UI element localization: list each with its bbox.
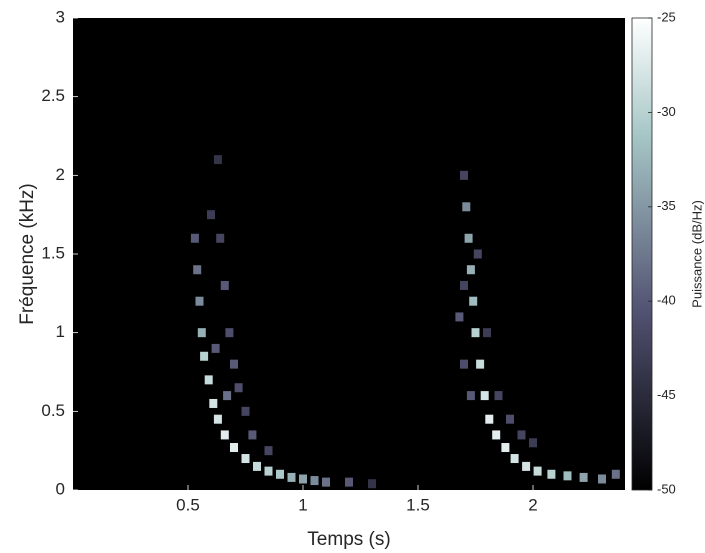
colorbar-tick-label: -35 xyxy=(657,198,676,213)
cell xyxy=(471,328,480,338)
cell xyxy=(464,233,473,243)
y-tick-label: 0 xyxy=(56,479,65,498)
colorbar-tick-label: -45 xyxy=(657,387,676,402)
cell xyxy=(345,477,353,487)
cell xyxy=(529,438,537,448)
y-tick-label: 3 xyxy=(56,7,65,26)
cell xyxy=(209,398,218,408)
y-tick-label: 2.5 xyxy=(41,86,65,105)
cell xyxy=(204,375,213,385)
x-tick-label: 1 xyxy=(298,495,307,514)
cell xyxy=(460,359,468,369)
cell xyxy=(462,202,471,212)
y-tick-label: 2 xyxy=(56,165,65,184)
cell xyxy=(241,454,250,464)
cell xyxy=(200,351,209,361)
cell xyxy=(563,471,572,481)
y-tick-label: 1 xyxy=(56,322,65,341)
cell xyxy=(485,414,494,424)
cell xyxy=(547,469,556,479)
cell xyxy=(220,280,229,290)
cell xyxy=(248,430,257,440)
cell xyxy=(460,170,468,180)
cell xyxy=(368,479,376,489)
colorbar-tick-label: -25 xyxy=(657,9,676,24)
y-axis-label: Fréquence (kHz) xyxy=(17,183,38,325)
cell xyxy=(611,469,620,479)
cell xyxy=(460,280,468,290)
x-tick-label: 2 xyxy=(528,495,537,514)
cell xyxy=(276,469,284,479)
plot-area xyxy=(73,18,625,490)
cell xyxy=(492,430,501,440)
cell xyxy=(466,265,475,275)
cell xyxy=(473,249,482,259)
cell xyxy=(213,414,222,424)
cell xyxy=(598,474,606,484)
colorbar-label: Puissance (dB/Hz) xyxy=(689,200,704,308)
cell xyxy=(193,265,202,275)
y-tick-label: 1.5 xyxy=(41,243,65,262)
cell xyxy=(501,443,510,453)
cell xyxy=(197,328,206,338)
cell xyxy=(522,461,531,471)
cell xyxy=(253,461,261,471)
colorbar xyxy=(631,17,653,491)
cell xyxy=(190,233,199,243)
cell xyxy=(483,328,491,338)
cell xyxy=(494,391,503,401)
cell xyxy=(517,430,526,440)
cell xyxy=(466,391,475,401)
cell xyxy=(195,296,204,306)
cell xyxy=(213,155,222,165)
cell xyxy=(287,472,296,482)
cell xyxy=(264,446,273,456)
cell xyxy=(510,454,519,464)
cell xyxy=(322,477,330,487)
cell xyxy=(310,476,319,486)
cell xyxy=(230,359,238,369)
cell xyxy=(216,233,225,243)
cell xyxy=(480,391,489,401)
x-tick-label: 0.5 xyxy=(176,495,200,514)
colorbar-tick-label: -30 xyxy=(657,104,676,119)
cell xyxy=(220,430,229,440)
cell xyxy=(234,383,243,393)
cell xyxy=(533,466,542,476)
cell xyxy=(230,443,238,453)
cell xyxy=(264,466,273,476)
colorbar-tick-label: -50 xyxy=(657,481,676,496)
cell xyxy=(476,359,485,369)
cell xyxy=(223,391,232,401)
cell xyxy=(469,296,478,306)
cell xyxy=(579,472,588,482)
cell xyxy=(299,474,307,484)
cell xyxy=(506,414,514,424)
cells xyxy=(190,155,620,489)
colorbar-tick-label: -40 xyxy=(657,293,676,308)
cell xyxy=(207,210,215,220)
x-axis-label: Temps (s) xyxy=(307,529,390,550)
cell xyxy=(455,312,464,322)
cell xyxy=(211,343,220,353)
cell xyxy=(225,328,234,338)
x-tick-label: 1.5 xyxy=(406,495,430,514)
cell xyxy=(241,406,250,416)
y-tick-label: 0.5 xyxy=(41,401,65,420)
